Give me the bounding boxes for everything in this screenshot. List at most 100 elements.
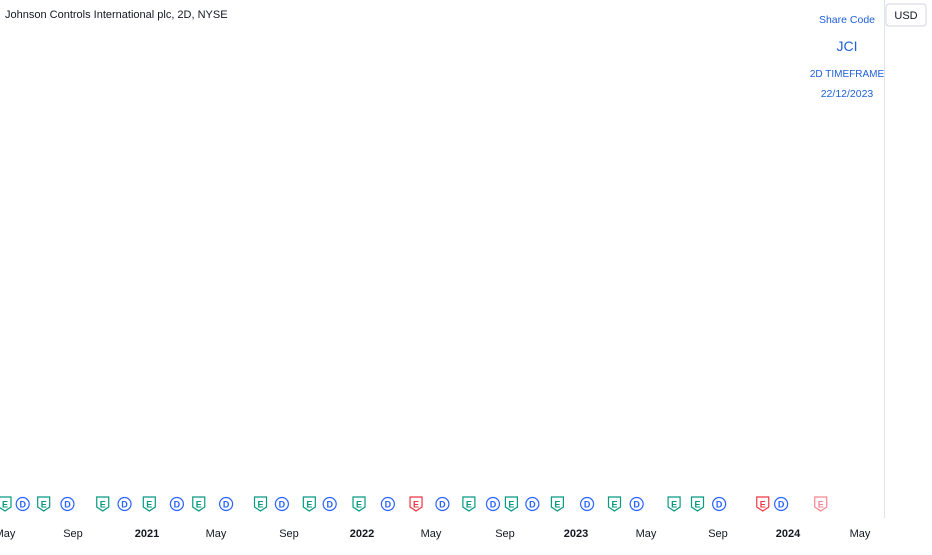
timeframe-label: 2D TIMEFRAME bbox=[810, 69, 885, 80]
dividend-marker[interactable]: D bbox=[712, 496, 727, 512]
dividend-marker[interactable]: D bbox=[60, 496, 75, 512]
event-letter: D bbox=[778, 500, 785, 510]
earnings-marker[interactable]: E bbox=[462, 496, 476, 512]
x-tick-label: May bbox=[421, 528, 442, 540]
earnings-icon bbox=[607, 496, 622, 512]
x-tick-label: Sep bbox=[708, 528, 728, 540]
earnings-marker[interactable]: E bbox=[352, 496, 366, 512]
x-tick-label: May bbox=[850, 528, 871, 540]
earnings-marker[interactable]: E bbox=[142, 496, 156, 512]
event-letter: E bbox=[196, 500, 202, 510]
earnings-marker[interactable]: E bbox=[756, 496, 770, 512]
earnings-marker[interactable]: E bbox=[550, 496, 564, 512]
dividend-marker[interactable]: D bbox=[274, 496, 289, 512]
earnings-marker[interactable]: E bbox=[607, 496, 622, 512]
earnings-icon bbox=[409, 496, 423, 512]
event-letter: E bbox=[100, 500, 106, 510]
dividend-icon bbox=[169, 496, 184, 512]
event-letter: E bbox=[695, 500, 701, 510]
x-tick-label: 2023 bbox=[564, 528, 588, 540]
earnings-marker[interactable]: E bbox=[0, 496, 12, 512]
dividend-icon bbox=[380, 496, 395, 512]
event-letter: E bbox=[306, 500, 312, 510]
dividend-marker[interactable]: D bbox=[117, 496, 132, 512]
earnings-icon bbox=[756, 496, 770, 512]
earnings-icon bbox=[253, 496, 268, 512]
dividend-marker[interactable]: D bbox=[525, 496, 540, 512]
event-letter: E bbox=[508, 500, 514, 510]
earnings-marker[interactable]: E bbox=[667, 496, 681, 512]
x-tick-label: 2021 bbox=[135, 528, 159, 540]
earnings-icon bbox=[814, 496, 828, 512]
dividend-marker[interactable]: D bbox=[15, 496, 30, 512]
earnings-marker[interactable]: E bbox=[504, 496, 519, 512]
dividend-marker[interactable]: D bbox=[435, 496, 450, 512]
ticker-label: JCI bbox=[837, 38, 858, 54]
event-letter: D bbox=[19, 500, 26, 510]
x-tick-label: 2022 bbox=[350, 528, 374, 540]
dividend-marker[interactable]: D bbox=[218, 496, 234, 512]
earnings-icon bbox=[96, 496, 110, 512]
earnings-marker[interactable]: E bbox=[690, 496, 705, 512]
event-letter: E bbox=[671, 500, 677, 510]
dividend-marker[interactable]: D bbox=[774, 496, 789, 512]
event-letter: E bbox=[258, 500, 264, 510]
earnings-icon bbox=[302, 496, 316, 512]
event-letter: E bbox=[818, 500, 824, 510]
event-letter: E bbox=[466, 500, 472, 510]
event-letter: D bbox=[385, 500, 392, 510]
earnings-marker[interactable]: E bbox=[814, 496, 828, 512]
earnings-marker[interactable]: E bbox=[253, 496, 268, 512]
currency-button[interactable]: USD bbox=[885, 3, 927, 27]
chart-title: Johnson Controls International plc, 2D, … bbox=[5, 9, 228, 21]
event-letter: E bbox=[356, 500, 362, 510]
earnings-icon bbox=[462, 496, 476, 512]
earnings-icon bbox=[504, 496, 519, 512]
currency-label: USD bbox=[894, 10, 917, 22]
earnings-marker[interactable]: E bbox=[37, 496, 51, 512]
dividend-icon bbox=[435, 496, 450, 512]
event-letter: D bbox=[64, 500, 71, 510]
earnings-marker[interactable]: E bbox=[302, 496, 316, 512]
share-code-label: Share Code bbox=[819, 14, 875, 26]
dividend-marker[interactable]: D bbox=[169, 496, 184, 512]
earnings-marker[interactable]: E bbox=[192, 496, 206, 512]
event-letter: D bbox=[223, 500, 230, 510]
event-letter: E bbox=[41, 500, 47, 510]
event-letter: D bbox=[439, 500, 446, 510]
dividend-marker[interactable]: D bbox=[579, 496, 595, 512]
event-letter: D bbox=[121, 500, 128, 510]
dividend-marker[interactable]: D bbox=[322, 496, 337, 512]
earnings-icon bbox=[142, 496, 156, 512]
event-letter: E bbox=[413, 500, 419, 510]
earnings-icon bbox=[690, 496, 705, 512]
event-letter: E bbox=[760, 500, 766, 510]
dividend-marker[interactable]: D bbox=[629, 496, 644, 512]
earnings-icon bbox=[37, 496, 51, 512]
dividend-icon bbox=[774, 496, 789, 512]
dividend-icon bbox=[579, 496, 595, 512]
dividend-marker[interactable]: D bbox=[485, 496, 501, 512]
dividend-icon bbox=[15, 496, 30, 512]
dividend-icon bbox=[60, 496, 75, 512]
event-letter: E bbox=[2, 500, 8, 510]
earnings-marker[interactable]: E bbox=[96, 496, 110, 512]
x-tick-label: Sep bbox=[495, 528, 515, 540]
earnings-marker[interactable]: E bbox=[409, 496, 423, 512]
event-letter: D bbox=[584, 500, 591, 510]
earnings-icon bbox=[192, 496, 206, 512]
dividend-icon bbox=[322, 496, 337, 512]
event-letter: E bbox=[611, 500, 617, 510]
event-letter: D bbox=[633, 500, 640, 510]
earnings-icon bbox=[667, 496, 681, 512]
dividend-marker[interactable]: D bbox=[380, 496, 395, 512]
dividend-icon bbox=[274, 496, 289, 512]
event-letter: E bbox=[554, 500, 560, 510]
x-tick-label: Sep bbox=[63, 528, 83, 540]
x-tick-label: May bbox=[206, 528, 227, 540]
earnings-icon bbox=[0, 496, 12, 512]
dividend-icon bbox=[117, 496, 132, 512]
dividend-icon bbox=[629, 496, 644, 512]
